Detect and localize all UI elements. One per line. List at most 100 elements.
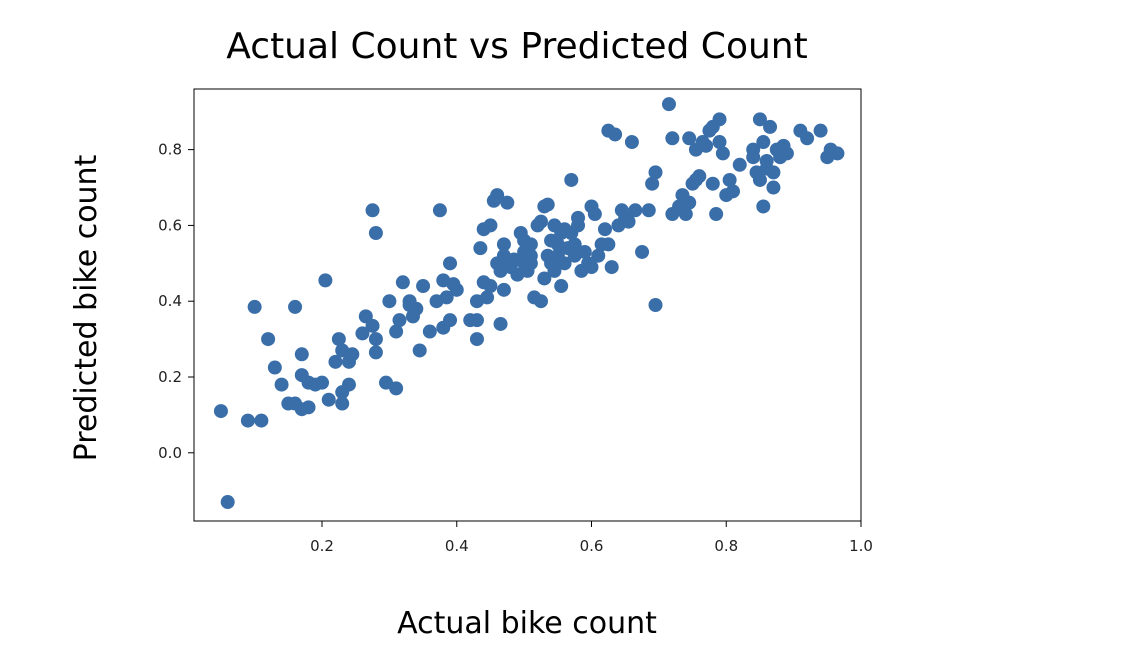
scatter-point	[382, 294, 397, 309]
y-tick-label: 0.8	[158, 141, 182, 159]
scatter-point	[624, 135, 639, 150]
scatter-point	[261, 332, 276, 347]
scatter-point	[584, 260, 599, 275]
scatter-point	[365, 203, 380, 218]
scatter-point	[294, 347, 309, 362]
scatter-point	[752, 172, 767, 187]
y-axis-label: Predicted bike count	[69, 154, 104, 461]
scatter-point	[587, 207, 602, 222]
scatter-point	[496, 237, 511, 252]
scatter-point	[412, 343, 427, 358]
scatter-point	[752, 112, 767, 127]
scatter-point	[715, 146, 730, 161]
scatter-point	[800, 131, 815, 146]
scatter-point	[759, 154, 774, 168]
scatter-point	[709, 207, 724, 222]
scatter-point	[416, 279, 431, 294]
scatter-point	[254, 413, 269, 428]
scatter-point	[699, 138, 714, 153]
scatter-point	[813, 123, 828, 138]
scatter-point	[682, 195, 697, 210]
scatter-point	[608, 127, 623, 142]
scatter-point	[523, 237, 538, 252]
scatter-point	[628, 203, 643, 218]
scatter-point	[732, 157, 747, 172]
scatter-point	[621, 214, 636, 229]
scatter-point	[365, 318, 380, 333]
scatter-point	[712, 112, 727, 127]
y-tick-label: 0.6	[158, 216, 182, 234]
scatter-point	[648, 165, 663, 180]
scatter-point	[213, 404, 228, 419]
scatter-point	[449, 282, 464, 297]
scatter-point	[722, 172, 737, 187]
scatter-point	[469, 313, 484, 328]
scatter-point	[432, 203, 447, 218]
y-tick-label: 0.4	[158, 292, 182, 310]
scatter-point	[645, 176, 660, 191]
x-tick-label: 0.6	[580, 537, 604, 555]
scatter-point	[368, 332, 383, 347]
scatter-point	[564, 172, 579, 187]
scatter-point	[321, 392, 336, 407]
scatter-point	[335, 396, 350, 411]
scatter-point	[500, 195, 515, 210]
x-tick-label: 1.0	[849, 537, 873, 555]
scatter-point	[540, 197, 555, 212]
scatter-point	[712, 135, 727, 150]
scatter-point	[523, 256, 538, 271]
plot-area: 0.2 0.4 0.6 0.8 1.0 0.0 0.2 0.4 0.6 0.8	[158, 88, 873, 555]
x-axis-ticks: 0.2 0.4 0.6 0.8 1.0	[310, 521, 873, 555]
chart-title: Actual Count vs Predicted Count	[226, 26, 807, 67]
scatter-point	[439, 290, 454, 305]
scatter-point	[443, 256, 458, 271]
scatter-point	[392, 313, 407, 328]
scatter-point	[247, 299, 262, 314]
scatter-point	[763, 119, 778, 134]
scatter-point	[341, 377, 356, 392]
plot-frame	[193, 88, 862, 522]
x-axis-label: Actual bike count	[397, 606, 657, 641]
scatter-point	[315, 375, 330, 390]
scatter-point	[756, 199, 771, 214]
scatter-point	[554, 279, 569, 294]
scatter-point	[557, 256, 572, 271]
scatter-point	[496, 282, 511, 297]
scatter-point	[301, 400, 316, 415]
scatter-point	[766, 180, 781, 195]
scatter-point	[571, 218, 586, 233]
scatter-point	[682, 131, 697, 146]
scatter-point	[537, 271, 552, 286]
scatter-point	[480, 290, 495, 305]
scatter-point	[665, 131, 680, 146]
scatter-point	[601, 237, 616, 252]
scatter-point	[328, 354, 343, 369]
y-tick-label: 0.0	[158, 444, 182, 462]
scatter-point	[469, 332, 484, 347]
scatter-point	[368, 226, 383, 240]
scatter-point	[597, 222, 612, 237]
scatter-point	[533, 294, 548, 309]
scatter-point	[355, 326, 370, 341]
scatter-point	[577, 244, 592, 259]
scatter-point	[756, 135, 771, 150]
scatter-point	[533, 214, 548, 229]
scatter-point	[483, 279, 498, 294]
scatter-point	[267, 360, 282, 375]
x-tick-label: 0.4	[445, 537, 469, 555]
scatter-point	[705, 176, 720, 191]
scatter-point	[220, 495, 235, 510]
y-axis-ticks: 0.0 0.2 0.4 0.6 0.8	[158, 141, 194, 462]
scatter-point	[274, 377, 289, 392]
scatter-point	[483, 218, 498, 233]
scatter-point	[661, 97, 676, 112]
scatter-point	[240, 413, 255, 428]
scatter-point	[725, 184, 740, 199]
scatter-point	[766, 165, 781, 180]
scatter-point	[567, 237, 582, 252]
scatter-point	[443, 313, 458, 328]
scatter-point	[288, 299, 303, 314]
scatter-point	[591, 248, 606, 263]
scatter-point	[318, 273, 333, 288]
